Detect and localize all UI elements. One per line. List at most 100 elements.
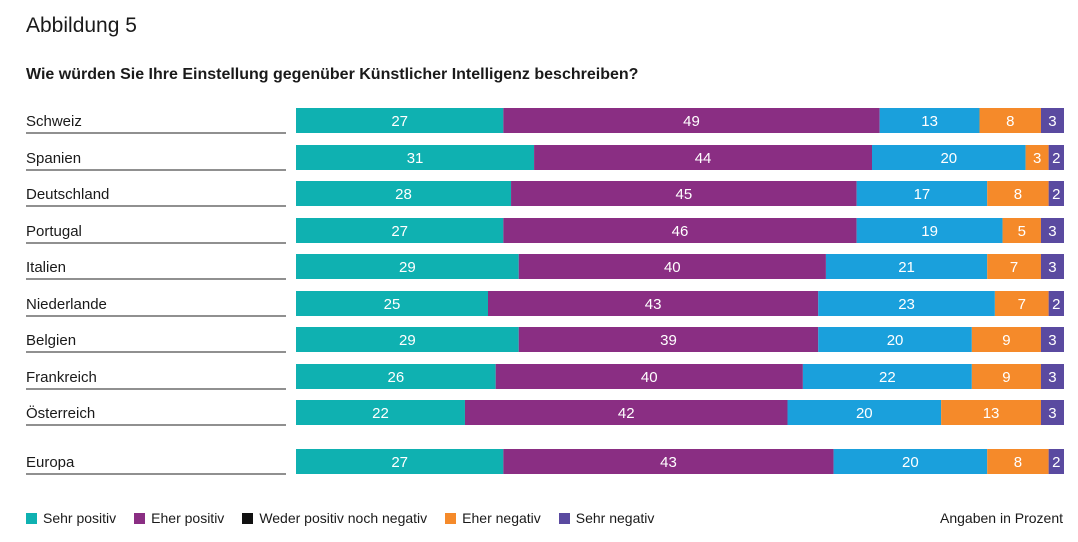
data-label: 2 bbox=[1052, 150, 1060, 167]
legend-label: Sehr positiv bbox=[43, 510, 117, 526]
data-label: 2 bbox=[1052, 454, 1060, 471]
bar-segment bbox=[825, 254, 988, 279]
data-label: 8 bbox=[1014, 186, 1022, 203]
bar-segment bbox=[1048, 449, 1064, 474]
bar-segment bbox=[979, 108, 1041, 133]
data-label: 17 bbox=[914, 186, 931, 203]
category-label: Belgien bbox=[26, 332, 76, 349]
data-label: 8 bbox=[1014, 454, 1022, 471]
data-label: 22 bbox=[879, 369, 896, 386]
bar-segment bbox=[987, 449, 1049, 474]
bar-segment bbox=[296, 291, 488, 316]
data-label: 29 bbox=[399, 332, 416, 349]
category-label: Österreich bbox=[26, 404, 95, 422]
bar-segment bbox=[971, 327, 1041, 352]
data-label: 40 bbox=[664, 259, 681, 276]
legend-item-sehr-positiv: Sehr positiv bbox=[26, 510, 116, 526]
category-label: Frankreich bbox=[26, 369, 97, 386]
bar-segment bbox=[879, 108, 980, 133]
bar-segment bbox=[1040, 108, 1064, 133]
data-label: 43 bbox=[645, 296, 662, 313]
data-label: 44 bbox=[695, 150, 712, 167]
bar-segment bbox=[1040, 254, 1064, 279]
legend-swatch bbox=[242, 512, 254, 524]
bar-segment bbox=[296, 218, 504, 243]
data-label: 3 bbox=[1048, 113, 1056, 130]
bar-segment bbox=[941, 400, 1041, 425]
data-label: 19 bbox=[921, 223, 938, 240]
data-label: 26 bbox=[387, 369, 404, 386]
bar-segment bbox=[833, 449, 988, 474]
data-label: 3 bbox=[1033, 150, 1041, 167]
data-label: 5 bbox=[1018, 223, 1026, 240]
legend-label: Eher negativ bbox=[462, 510, 541, 526]
category-label: Italien bbox=[26, 259, 66, 276]
category-label: Niederlande bbox=[26, 296, 107, 313]
bar-segment bbox=[987, 181, 1049, 206]
bar-segment bbox=[818, 291, 995, 316]
bar-segment bbox=[987, 254, 1041, 279]
data-label: 29 bbox=[399, 259, 416, 276]
bar-segment bbox=[802, 364, 972, 389]
bar-segment bbox=[1002, 218, 1041, 243]
legend-item-weder: Weder positiv noch negativ bbox=[242, 510, 427, 526]
bar-segment bbox=[856, 181, 988, 206]
bar-segment bbox=[464, 400, 788, 425]
data-label: 39 bbox=[660, 332, 677, 349]
bar-segment bbox=[503, 108, 880, 133]
bar-segment bbox=[994, 291, 1049, 316]
category-label: Spanien bbox=[26, 150, 81, 167]
data-label: 8 bbox=[1006, 113, 1014, 130]
legend-item-eher-positiv: Eher positiv bbox=[134, 510, 224, 526]
data-label: 7 bbox=[1010, 259, 1018, 276]
data-label: 28 bbox=[395, 186, 412, 203]
data-label: 2 bbox=[1052, 296, 1060, 313]
data-label: 3 bbox=[1048, 259, 1056, 276]
bar-segment bbox=[518, 327, 819, 352]
bar-segment bbox=[503, 218, 857, 243]
bar-segment bbox=[971, 364, 1041, 389]
bar-segment bbox=[296, 400, 465, 425]
data-label: 3 bbox=[1048, 332, 1056, 349]
bar-segment bbox=[296, 181, 512, 206]
bar-segment bbox=[488, 291, 819, 316]
figure-label: Abbildung 5 bbox=[26, 14, 137, 37]
bar-segment bbox=[534, 145, 872, 170]
data-label: 20 bbox=[940, 150, 957, 167]
legend-item-sehr-negativ: Sehr negativ bbox=[558, 510, 654, 526]
bar-segment bbox=[1040, 218, 1064, 243]
category-label: Schweiz bbox=[26, 113, 82, 130]
legend-label: Eher positiv bbox=[151, 510, 225, 526]
data-label: 13 bbox=[921, 113, 938, 130]
unit-note: Angaben in Prozent bbox=[940, 510, 1063, 526]
legend-swatch bbox=[558, 512, 570, 524]
bar-segment bbox=[296, 449, 504, 474]
bar-segment bbox=[1048, 291, 1064, 316]
category-label: Europa bbox=[26, 454, 75, 471]
category-label: Deutschland bbox=[26, 186, 109, 203]
bar-segment bbox=[787, 400, 942, 425]
bar-segment bbox=[296, 108, 504, 133]
data-label: 45 bbox=[675, 186, 692, 203]
data-label: 43 bbox=[660, 454, 677, 471]
data-label: 3 bbox=[1048, 223, 1056, 240]
bar-segment bbox=[518, 254, 826, 279]
data-label: 49 bbox=[683, 113, 700, 130]
data-label: 9 bbox=[1002, 332, 1010, 349]
bar-segment bbox=[1040, 327, 1064, 352]
chart-title: Wie würden Sie Ihre Einstellung gegenübe… bbox=[26, 66, 639, 83]
bar-segment bbox=[296, 145, 535, 170]
bar-segment bbox=[296, 327, 519, 352]
bar-segment bbox=[296, 254, 519, 279]
bar-segment bbox=[1048, 145, 1064, 170]
data-label: 27 bbox=[391, 113, 408, 130]
bar-segment bbox=[856, 218, 1003, 243]
legend: Sehr positiv Eher positiv Weder positiv … bbox=[26, 510, 672, 526]
bar-segment bbox=[1040, 400, 1064, 425]
bar-segment bbox=[872, 145, 1026, 170]
legend-swatch bbox=[134, 512, 146, 524]
bar-segment bbox=[495, 364, 803, 389]
data-label: 27 bbox=[391, 454, 408, 471]
bar-segment bbox=[1025, 145, 1049, 170]
